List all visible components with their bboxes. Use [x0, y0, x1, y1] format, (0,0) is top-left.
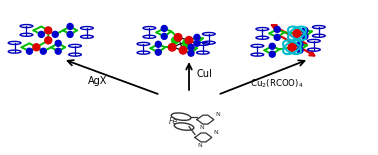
- Circle shape: [183, 40, 189, 47]
- Circle shape: [40, 48, 46, 54]
- Circle shape: [155, 49, 161, 55]
- Circle shape: [26, 48, 33, 54]
- Circle shape: [194, 34, 200, 40]
- Circle shape: [288, 43, 296, 51]
- Circle shape: [274, 27, 280, 32]
- Text: N: N: [200, 125, 204, 130]
- Circle shape: [52, 31, 58, 37]
- Circle shape: [172, 37, 178, 44]
- Circle shape: [55, 40, 61, 46]
- Text: N: N: [215, 113, 220, 117]
- Circle shape: [168, 44, 176, 51]
- Circle shape: [188, 50, 194, 56]
- Circle shape: [161, 25, 167, 31]
- Circle shape: [269, 43, 275, 49]
- Circle shape: [45, 27, 52, 34]
- Circle shape: [45, 37, 52, 44]
- Circle shape: [38, 31, 44, 37]
- Text: Cu$_2$(RCOO)$_4$: Cu$_2$(RCOO)$_4$: [251, 78, 304, 90]
- Circle shape: [179, 46, 187, 54]
- Circle shape: [297, 47, 303, 53]
- Text: AgX: AgX: [88, 76, 107, 86]
- Circle shape: [33, 44, 40, 51]
- Text: Fe: Fe: [169, 117, 178, 126]
- Circle shape: [302, 33, 308, 39]
- Circle shape: [293, 29, 301, 37]
- Circle shape: [155, 41, 161, 47]
- Text: N: N: [213, 130, 218, 135]
- Circle shape: [269, 51, 275, 57]
- Circle shape: [274, 34, 280, 40]
- Circle shape: [67, 31, 73, 37]
- Circle shape: [297, 41, 303, 47]
- Circle shape: [174, 34, 182, 41]
- Circle shape: [67, 24, 73, 29]
- Circle shape: [161, 33, 167, 39]
- Circle shape: [194, 40, 200, 46]
- Circle shape: [55, 48, 61, 54]
- Text: N: N: [198, 143, 202, 148]
- Text: CuI: CuI: [197, 69, 213, 79]
- Circle shape: [302, 27, 308, 33]
- Circle shape: [188, 44, 194, 50]
- Circle shape: [185, 37, 193, 44]
